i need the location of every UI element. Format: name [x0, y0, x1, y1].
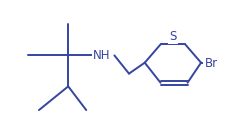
- Text: S: S: [169, 30, 177, 43]
- Text: Br: Br: [204, 57, 218, 70]
- Text: NH: NH: [93, 49, 111, 62]
